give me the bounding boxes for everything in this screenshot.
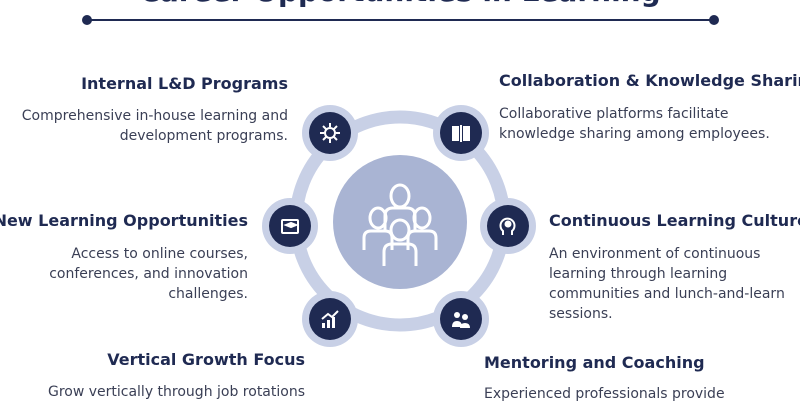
node-mentoring bbox=[433, 291, 489, 347]
title-underline-right-dot bbox=[709, 15, 719, 25]
item-title-continuous-learning: Continuous Learning Culture bbox=[549, 211, 800, 230]
diagram-title: Career Opportunities in Learning bbox=[0, 0, 800, 10]
item-desc-continuous-learning: An environment of continuous learning th… bbox=[549, 246, 785, 322]
item-title-new-learning: New Learning Opportunities bbox=[0, 211, 248, 230]
item-title-collaboration: Collaboration & Knowledge Sharing bbox=[499, 71, 800, 90]
item-desc-internal-ld: Comprehensive in-house learning and deve… bbox=[21, 108, 288, 144]
item-desc-vertical-growth: Grow vertically through job rotations bbox=[47, 384, 305, 400]
node-new-learning bbox=[262, 198, 318, 254]
item-title-vertical-growth: Vertical Growth Focus bbox=[107, 350, 305, 369]
item-title-mentoring: Mentoring and Coaching bbox=[484, 353, 705, 372]
graduation-cap-icon bbox=[281, 219, 299, 234]
node-internal-ld bbox=[302, 105, 358, 161]
title-underline bbox=[87, 19, 714, 21]
node-collaboration bbox=[433, 105, 489, 161]
item-title-internal-ld: Internal L&D Programs bbox=[81, 74, 288, 93]
item-desc-new-learning: Access to online courses, conferences, a… bbox=[49, 246, 248, 302]
center-hub bbox=[333, 155, 467, 289]
item-desc-collaboration: Collaborative platforms facilitate knowl… bbox=[499, 106, 770, 142]
title-underline-left-dot bbox=[82, 15, 92, 25]
mentor-icon bbox=[452, 312, 470, 328]
head-brain-icon bbox=[499, 217, 516, 235]
growth-chart-icon bbox=[321, 310, 339, 328]
item-desc-mentoring: Experienced professionals provide bbox=[484, 386, 725, 402]
open-book-icon bbox=[452, 125, 470, 142]
group-people-icon bbox=[362, 183, 438, 266]
node-vertical-growth bbox=[302, 291, 358, 347]
virus-gear-icon bbox=[320, 123, 340, 143]
node-continuous-learning bbox=[480, 198, 536, 254]
